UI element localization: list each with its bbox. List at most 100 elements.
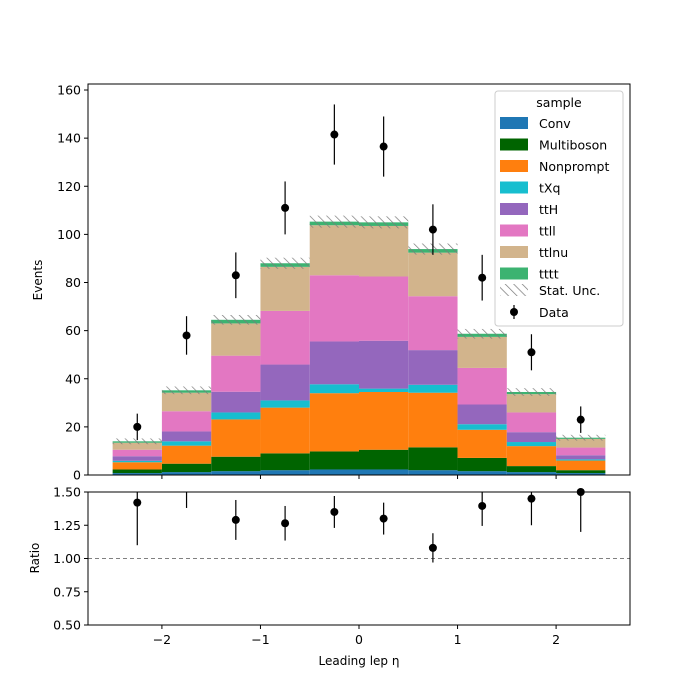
bar-txq-bin-0 — [112, 460, 162, 463]
bar-ttll-bin-0 — [112, 449, 162, 457]
bar-tth-bin-0 — [112, 456, 162, 461]
bar-multiboson-bin-9 — [556, 470, 606, 474]
data-point-5 — [379, 142, 388, 151]
data-point-3 — [281, 203, 290, 212]
bar-conv-bin-7 — [457, 471, 507, 475]
stat-unc-band-bin-4 — [309, 215, 359, 228]
x-tick-label: 1 — [454, 632, 462, 647]
bar-multiboson-bin-8 — [506, 466, 557, 473]
legend-swatch-tth — [500, 203, 528, 215]
x-tick-label: −2 — [153, 632, 171, 647]
ratio-point-8 — [527, 494, 536, 503]
bar-txq-bin-5 — [359, 388, 409, 392]
data-points — [133, 104, 585, 441]
ratio-y-tick-label: 0.50 — [53, 618, 81, 633]
x-tick-label: 0 — [355, 632, 363, 647]
bar-tth-bin-3 — [260, 364, 310, 401]
bar-nonprompt-bin-9 — [556, 460, 606, 471]
main-plot-frame — [87, 83, 631, 476]
bar-nonprompt-bin-6 — [408, 392, 458, 448]
main-y-tick-label: 80 — [65, 275, 81, 290]
bar-ttlnu-bin-1 — [161, 392, 212, 412]
bar-ttlnu-bin-2 — [211, 323, 261, 356]
data-point-6 — [428, 225, 437, 234]
data-point-4 — [330, 130, 339, 139]
bar-tth-bin-4 — [309, 341, 359, 385]
legend-swatch-ttlnu — [500, 246, 528, 258]
main-y-tick-label: 100 — [57, 227, 81, 242]
bar-nonprompt-bin-5 — [359, 391, 409, 450]
data-point-2 — [231, 271, 240, 280]
main-y-tick-label: 140 — [57, 131, 81, 146]
bar-nonprompt-bin-4 — [309, 393, 359, 452]
legend-label-tth: ttH — [539, 202, 558, 217]
bar-ttll-bin-4 — [309, 275, 359, 342]
bar-ttlnu-bin-0 — [112, 442, 162, 450]
bar-ttlnu-bin-9 — [556, 438, 606, 448]
data-point-7 — [478, 273, 487, 282]
legend-swatch-txq — [500, 181, 528, 194]
bar-multiboson-bin-5 — [359, 449, 409, 470]
ratio-points — [133, 488, 585, 563]
ratio-point-6 — [428, 543, 437, 552]
bar-ttll-bin-5 — [359, 276, 409, 341]
bar-txq-bin-7 — [457, 424, 507, 430]
bar-nonprompt-bin-8 — [506, 446, 557, 467]
legend-label-nonprompt: Nonprompt — [539, 159, 609, 174]
bar-txq-bin-8 — [506, 442, 557, 447]
legend-swatch-nonprompt — [500, 160, 528, 172]
ratio-point-3 — [281, 519, 290, 528]
ratio-point-2 — [231, 515, 240, 524]
ratio-point-7 — [478, 501, 487, 510]
stat-unc-band-bin-1 — [161, 386, 212, 395]
stat-unc-band-bin-8 — [506, 388, 557, 396]
bar-multiboson-bin-2 — [211, 456, 261, 472]
ratio-point-0 — [133, 498, 142, 507]
bar-txq-bin-2 — [211, 412, 261, 420]
bar-txq-bin-1 — [161, 441, 212, 446]
ratio-x-axis: −2 −1 0 1 2 — [153, 625, 560, 647]
ratio-y-axis: 0.50 0.75 1.00 1.25 1.50 — [53, 485, 88, 633]
legend-label-conv: Conv — [539, 116, 571, 131]
ratio-y-tick-label: 1.00 — [53, 551, 81, 566]
stat-unc-band-bin-9 — [556, 434, 606, 441]
main-y-tick-label: 160 — [57, 83, 81, 98]
bar-tth-bin-8 — [506, 432, 557, 443]
bar-conv-bin-4 — [309, 469, 359, 475]
bar-multiboson-bin-0 — [112, 469, 162, 474]
main-y-tick-label: 20 — [65, 419, 81, 434]
bar-txq-bin-6 — [408, 384, 458, 393]
ratio-point-5 — [379, 514, 388, 523]
legend-swatch-multiboson — [500, 138, 528, 151]
legend-swatch-stat-unc — [500, 284, 528, 296]
legend-title: sample — [536, 95, 582, 110]
data-point-1 — [182, 331, 191, 340]
main-y-axis-label: Events — [31, 260, 45, 301]
legend-swatch-conv — [500, 117, 528, 129]
legend: sample Conv Multiboson Nonprompt tXq ttH ttll… — [494, 90, 624, 327]
bar-ttlnu-bin-3 — [260, 266, 310, 311]
bar-nonprompt-bin-2 — [211, 419, 261, 457]
legend-label-data: Data — [539, 305, 569, 320]
bar-ttlnu-bin-6 — [408, 252, 458, 297]
stat-unc-band-bin-3 — [260, 257, 310, 269]
bar-nonprompt-bin-3 — [260, 407, 310, 454]
legend-label-multiboson: Multiboson — [539, 138, 607, 153]
ratio-y-tick-label: 1.50 — [53, 485, 81, 500]
data-point-0 — [133, 422, 142, 431]
bar-nonprompt-bin-1 — [161, 445, 212, 464]
legend-marker-data — [510, 308, 518, 316]
legend-label-ttlnu: ttlnu — [539, 245, 568, 260]
main-y-tick-label: 0 — [73, 468, 81, 483]
bar-ttll-bin-2 — [211, 355, 261, 392]
x-tick-label: 2 — [552, 632, 560, 647]
legend-label-stat-unc: Stat. Unc. — [539, 283, 600, 298]
bar-conv-bin-9 — [556, 473, 606, 475]
bar-tth-bin-5 — [359, 340, 409, 389]
bar-tth-bin-7 — [457, 404, 507, 425]
bar-ttll-bin-7 — [457, 367, 507, 405]
main-y-tick-label: 40 — [65, 371, 81, 386]
bar-tth-bin-2 — [211, 391, 261, 413]
ratio-plot-frame — [87, 491, 631, 626]
bar-txq-bin-4 — [309, 384, 359, 394]
